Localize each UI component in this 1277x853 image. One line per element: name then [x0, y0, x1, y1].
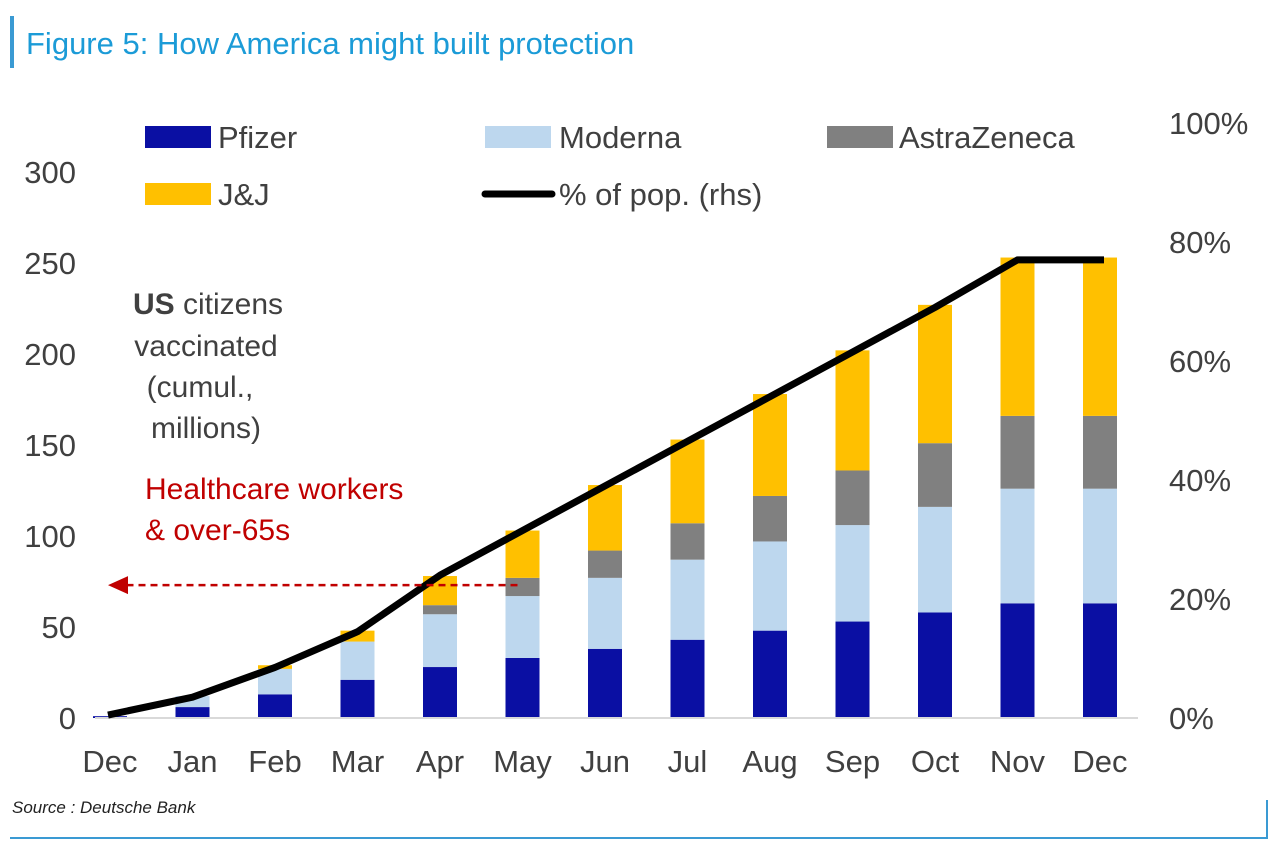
bar-segment-astrazeneca [918, 443, 952, 507]
annotation-us: US [133, 288, 175, 321]
x-tick-label: Sep [825, 744, 880, 779]
x-tick-label: May [493, 744, 552, 779]
x-tick-label: Nov [990, 744, 1046, 779]
title-accent-bar [10, 16, 14, 68]
annotation-line-4: millions) [151, 412, 261, 445]
legend-swatch-moderna [485, 126, 551, 148]
bar-segment-jj [918, 304, 952, 444]
arrow-head [108, 576, 128, 595]
left-tick-label: 0 [59, 701, 76, 736]
bar-segment-pfizer [918, 612, 952, 718]
annotation-line-2: vaccinated [134, 330, 277, 363]
bar-segment-astrazeneca [753, 495, 787, 542]
bar-segment-jj [753, 394, 787, 496]
bar-segment-moderna [753, 541, 787, 631]
x-tick-label: Dec [1072, 744, 1127, 779]
legend-swatch-astrazeneca [827, 126, 893, 148]
bars [93, 257, 1117, 718]
bar-segment-astrazeneca [423, 605, 457, 615]
bar-segment-moderna [175, 696, 210, 708]
bar-segment-moderna [1083, 488, 1117, 604]
bar-segment-jj [835, 350, 870, 471]
bar-segment-jj [1000, 257, 1035, 416]
left-tick-label: 150 [24, 428, 76, 463]
right-tick-label: 60% [1169, 344, 1231, 379]
bar-segment-moderna [1000, 488, 1035, 604]
legend-label-pfizer: Pfizer [218, 120, 297, 155]
legend-swatch-jj [145, 183, 211, 205]
x-tick-label: Jan [168, 744, 218, 779]
healthcare-line-1: Healthcare workers [145, 473, 403, 506]
footer-corner-rule [1266, 800, 1268, 839]
legend-label-moderna: Moderna [559, 120, 682, 155]
right-tick-label: 100% [1169, 106, 1248, 141]
healthcare-line-2: & over-65s [145, 514, 290, 547]
healthcare-annotation: Healthcare workers & over-65s [145, 473, 403, 547]
x-axis-ticks: Dec Jan Feb Mar Apr May Jun Jul Aug Sep Oct Nov Dec [82, 744, 1127, 779]
bar-segment-astrazeneca [835, 470, 870, 526]
right-tick-label: 20% [1169, 582, 1231, 617]
legend-swatch-pfizer [145, 126, 211, 148]
x-tick-label: Apr [416, 744, 464, 779]
chart-title: Figure 5: How America might built protec… [26, 26, 635, 61]
x-tick-label: Jul [668, 744, 708, 779]
bar-segment-jj [1083, 257, 1117, 416]
bar-segment-pfizer [1000, 603, 1035, 718]
bar-segment-moderna [423, 614, 457, 668]
x-tick-label: Feb [248, 744, 301, 779]
bar-segment-astrazeneca [588, 550, 622, 578]
annotation-citizens: citizens [175, 288, 283, 321]
left-tick-label: 250 [24, 246, 76, 281]
left-tick-label: 100 [24, 519, 76, 554]
legend-label-astrazeneca: AstraZeneca [899, 120, 1076, 155]
right-tick-label: 80% [1169, 225, 1231, 260]
bar-segment-moderna [835, 525, 870, 622]
healthcare-arrow [108, 576, 518, 595]
bar-segment-astrazeneca [670, 523, 705, 560]
x-tick-label: Aug [742, 744, 797, 779]
bar-segment-jj [340, 630, 375, 642]
bar-segment-moderna [340, 641, 375, 680]
right-axis-ticks: 0% 20% 40% 60% 80% 100% [1169, 106, 1248, 736]
annotation-line-1: US citizens [133, 288, 283, 321]
right-tick-label: 40% [1169, 463, 1231, 498]
bar-segment-pfizer [258, 694, 292, 718]
left-tick-label: 200 [24, 337, 76, 372]
bar-segment-moderna [670, 559, 705, 640]
x-tick-label: Dec [82, 744, 137, 779]
left-axis-ticks: 0 50 100 150 200 250 300 [24, 155, 76, 736]
x-tick-label: Jun [580, 744, 630, 779]
bar-segment-moderna [505, 596, 540, 658]
left-tick-label: 300 [24, 155, 76, 190]
bar-segment-astrazeneca [505, 577, 540, 597]
bar-segment-astrazeneca [1000, 415, 1035, 489]
bar-segment-pfizer [670, 639, 705, 718]
bar-segment-pfizer [1083, 603, 1117, 718]
legend-label-pct-line: % of pop. (rhs) [559, 177, 762, 212]
bar-segment-pfizer [175, 707, 210, 718]
bar-segment-moderna [588, 577, 622, 649]
bar-segment-pfizer [588, 648, 622, 718]
legend-label-jj: J&J [218, 177, 270, 212]
annotation-line-3: (cumul., [147, 371, 254, 404]
legend: Pfizer Moderna AstraZeneca J&J % of pop.… [145, 120, 1076, 212]
source-note: Source : Deutsche Bank [12, 798, 196, 817]
x-tick-label: Mar [331, 744, 384, 779]
pct-of-pop-line [107, 256, 1104, 719]
bar-segment-pfizer [835, 621, 870, 718]
right-tick-label: 0% [1169, 701, 1214, 736]
bar-segment-astrazeneca [1083, 415, 1117, 489]
bar-segment-pfizer [340, 679, 375, 718]
bar-segment-pfizer [423, 667, 457, 718]
bar-segment-pfizer [505, 657, 540, 718]
footer-rule [10, 837, 1268, 839]
bar-segment-pfizer [753, 630, 787, 718]
y-axis-annotation: US citizens vaccinated (cumul., millions… [133, 288, 283, 445]
bar-segment-jj [670, 439, 705, 524]
left-tick-label: 50 [42, 610, 76, 645]
bar-segment-moderna [918, 506, 952, 613]
x-tick-label: Oct [911, 744, 960, 779]
